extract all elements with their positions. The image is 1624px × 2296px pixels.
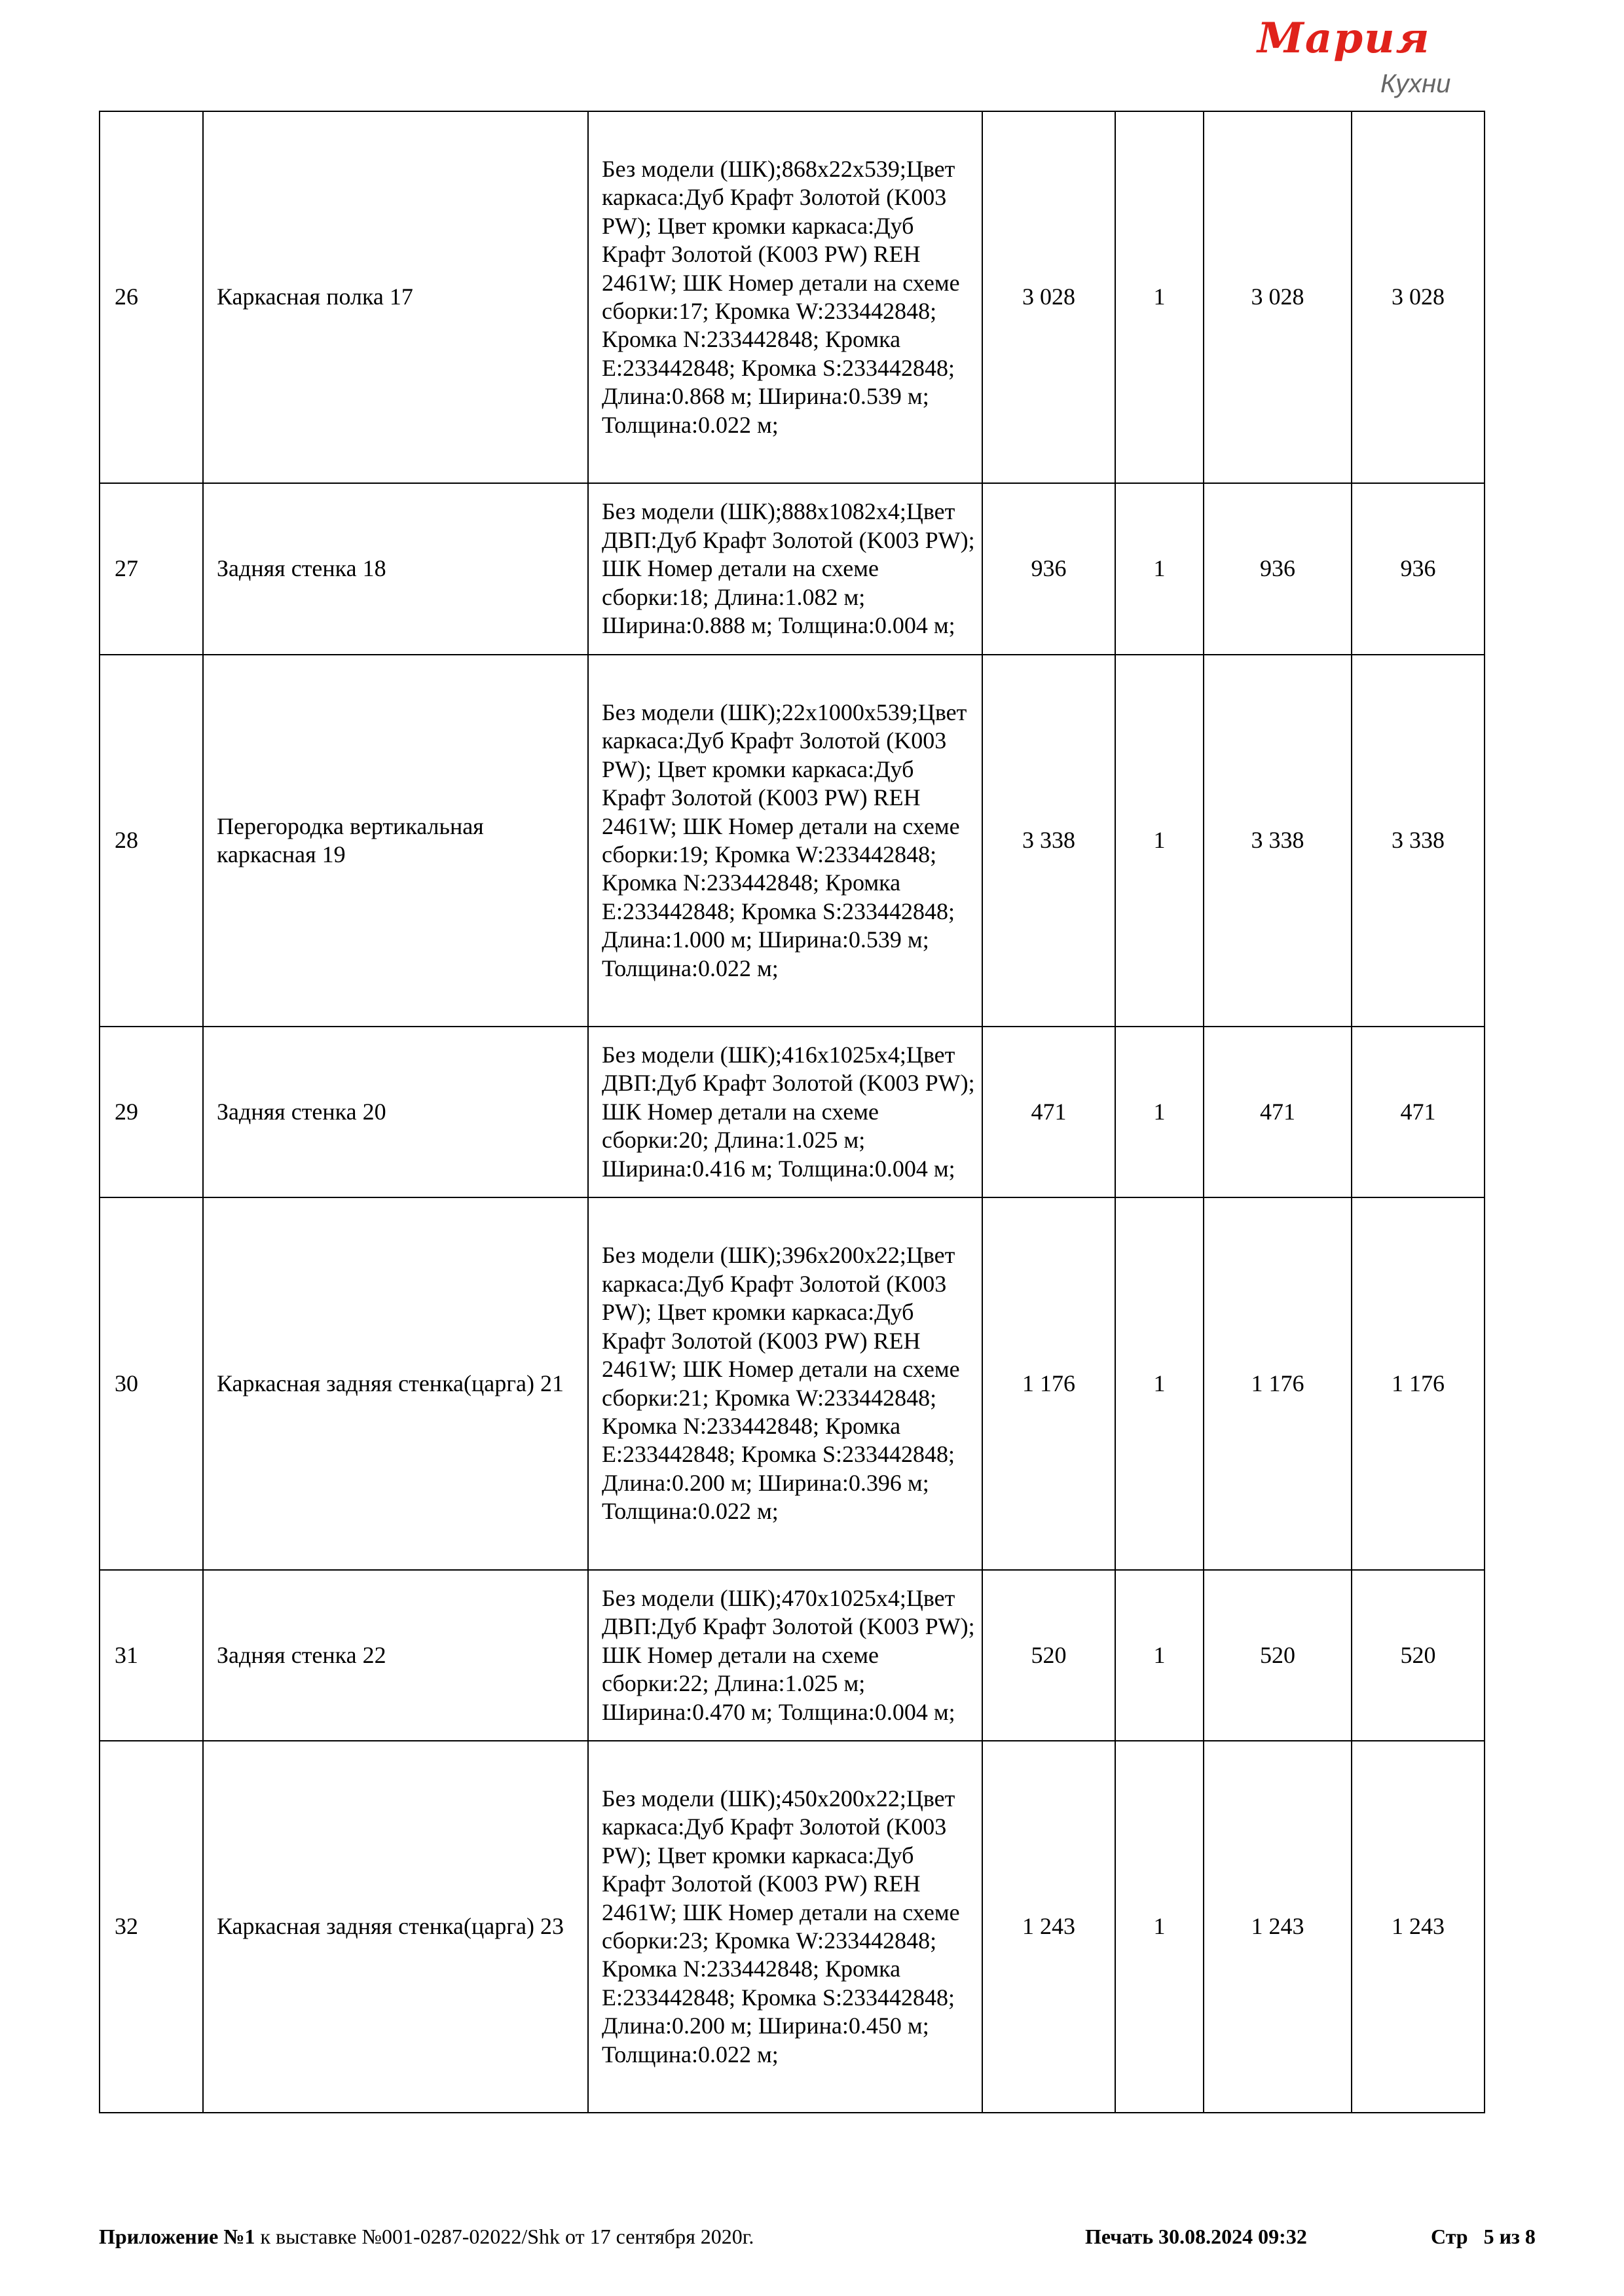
item-name: Перегородка вертикальная каркасная 19: [202, 654, 589, 1027]
item-name: Задняя стенка 18: [202, 483, 589, 655]
item-sum: 1 243: [1203, 1740, 1352, 2113]
row-number: 32: [99, 1740, 204, 2113]
item-quantity: 1: [1115, 1026, 1204, 1198]
item-sum: 3 338: [1203, 654, 1352, 1027]
item-sum: 936: [1203, 483, 1352, 655]
table-row: 26 Каркасная полка 17 Без модели (ШК);868x…: [99, 111, 1485, 484]
item-description: Без модели (ШК);868x22x539;Цвет каркаса:…: [587, 111, 983, 484]
item-description: Без модели (ШК);22x1000x539;Цвет каркаса…: [587, 654, 983, 1027]
row-number: 26: [99, 111, 204, 484]
item-quantity: 1: [1115, 1569, 1204, 1741]
item-name: Каркасная задняя стенка(царга) 23: [202, 1740, 589, 2113]
item-total: 520: [1351, 1569, 1485, 1741]
footer-appendix: Приложение №1 к выставке №001-0287-02022…: [99, 2225, 754, 2249]
item-name: Каркасная полка 17: [202, 111, 589, 484]
table-row: 31 Задняя стенка 22 Без модели (ШК);470x10…: [99, 1569, 1485, 1741]
footer-print-date: Печать 30.08.2024 09:32: [1085, 2225, 1307, 2248]
item-price: 1 243: [982, 1740, 1116, 2113]
row-number: 27: [99, 483, 204, 655]
item-price: 520: [982, 1569, 1116, 1741]
table-row: 30 Каркасная задняя стенка(царга) 21 Без м…: [99, 1197, 1485, 1571]
footer-appendix-bold: Приложение №1: [99, 2225, 255, 2248]
item-name: Задняя стенка 20: [202, 1026, 589, 1198]
item-description: Без модели (ШК);416x1025x4;Цвет ДВП:Дуб …: [587, 1026, 983, 1198]
row-number: 29: [99, 1026, 204, 1198]
items-table: 26 Каркасная полка 17 Без модели (ШК);868x…: [99, 111, 1485, 2113]
item-description: Без модели (ШК);470x1025x4;Цвет ДВП:Дуб …: [587, 1569, 983, 1741]
item-quantity: 1: [1115, 1740, 1204, 2113]
item-total: 936: [1351, 483, 1485, 655]
table-row: 29 Задняя стенка 20 Без модели (ШК);416x10…: [99, 1026, 1485, 1198]
item-sum: 3 028: [1203, 111, 1352, 484]
table-row: 27 Задняя стенка 18 Без модели (ШК);888x10…: [99, 483, 1485, 655]
item-quantity: 1: [1115, 1197, 1204, 1571]
item-quantity: 1: [1115, 483, 1204, 655]
item-name: Задняя стенка 22: [202, 1569, 589, 1741]
logo-sub-text: Кухни: [1380, 69, 1451, 98]
item-total: 1 243: [1351, 1740, 1485, 2113]
row-number: 28: [99, 654, 204, 1027]
table-row: 28 Перегородка вертикальная каркасная 19 Б…: [99, 654, 1485, 1027]
item-description: Без модели (ШК);396x200x22;Цвет каркаса:…: [587, 1197, 983, 1571]
item-name: Каркасная задняя стенка(царга) 21: [202, 1197, 589, 1571]
item-quantity: 1: [1115, 111, 1204, 484]
item-price: 936: [982, 483, 1116, 655]
row-number: 30: [99, 1197, 204, 1571]
item-sum: 471: [1203, 1026, 1352, 1198]
item-description: Без модели (ШК);888x1082x4;Цвет ДВП:Дуб …: [587, 483, 983, 655]
item-price: 3 028: [982, 111, 1116, 484]
footer-page-number: Стр 5 из 8: [1431, 2225, 1536, 2248]
item-sum: 1 176: [1203, 1197, 1352, 1571]
item-price: 471: [982, 1026, 1116, 1198]
table-row: 32 Каркасная задняя стенка(царга) 23 Без м…: [99, 1740, 1485, 2113]
item-quantity: 1: [1115, 654, 1204, 1027]
brand-logo: Мария Кухни: [1257, 16, 1532, 109]
footer-appendix-rest: к выставке №001-0287-02022/Shk от 17 сен…: [255, 2225, 754, 2248]
item-total: 3 028: [1351, 111, 1485, 484]
logo-brand-text: Мария: [1257, 14, 1431, 63]
item-price: 1 176: [982, 1197, 1116, 1571]
item-sum: 520: [1203, 1569, 1352, 1741]
item-total: 1 176: [1351, 1197, 1485, 1571]
item-description: Без модели (ШК);450x200x22;Цвет каркаса:…: [587, 1740, 983, 2113]
item-total: 471: [1351, 1026, 1485, 1198]
row-number: 31: [99, 1569, 204, 1741]
item-price: 3 338: [982, 654, 1116, 1027]
item-total: 3 338: [1351, 654, 1485, 1027]
